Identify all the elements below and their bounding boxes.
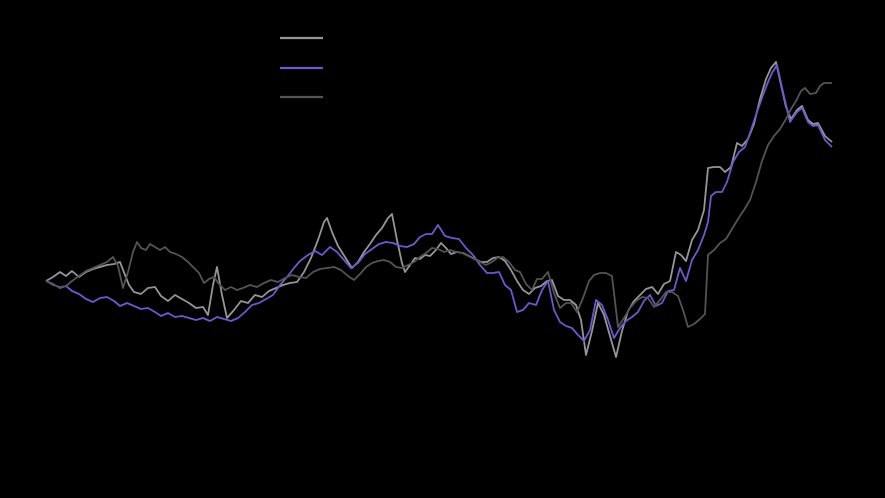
series-line-blue: [45, 64, 833, 342]
series-line-light-gray: [45, 61, 833, 358]
series-line-dark-gray: [45, 82, 832, 328]
